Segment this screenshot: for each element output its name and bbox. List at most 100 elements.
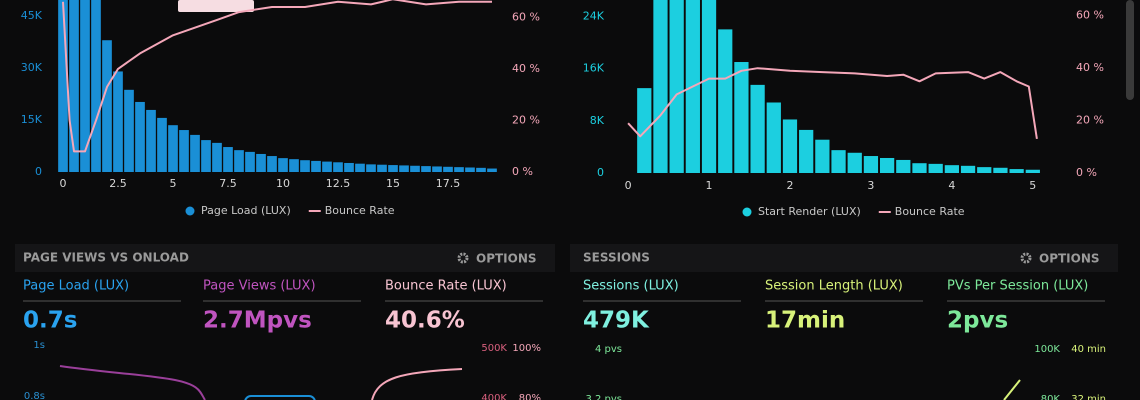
axis-label: 40 min [1071, 344, 1106, 355]
line [627, 67, 1038, 140]
metric-label: PVs Per Session (LUX) [947, 279, 1088, 294]
bar [234, 150, 244, 172]
bar [344, 162, 354, 172]
y-tick-label: 15K [21, 113, 43, 126]
bar [124, 89, 134, 172]
bar [256, 153, 266, 172]
bar [815, 139, 830, 173]
tooltip [178, 0, 254, 12]
options-button[interactable]: OPTIONS [1039, 252, 1100, 266]
bar [58, 0, 68, 172]
bar [863, 156, 879, 173]
axis-label: 100K [1034, 344, 1060, 355]
y2-tick-label: 0 % [512, 165, 533, 178]
partial-line [371, 368, 463, 400]
panel-title: SESSIONS [583, 251, 650, 265]
bar [300, 160, 310, 172]
metric-label: Session Length (LUX) [765, 279, 903, 294]
bar [465, 167, 475, 172]
axis-label: 400K [481, 393, 507, 400]
bar [223, 147, 233, 172]
bar [366, 164, 376, 172]
y-tick-label: 30K [21, 61, 43, 74]
bar [212, 142, 222, 172]
scrollbar [1126, 0, 1134, 100]
bar [701, 0, 717, 174]
legend-label: Bounce Rate [895, 205, 965, 218]
x-tick-label: 5 [1029, 179, 1036, 192]
bar [399, 165, 409, 172]
bar [799, 129, 814, 173]
legend-label: Bounce Rate [325, 204, 395, 217]
bar [928, 163, 943, 173]
metric-label: Bounce Rate (LUX) [385, 279, 507, 294]
metric-value: 17min [765, 308, 845, 334]
bar [278, 158, 288, 172]
panel-header [570, 244, 1118, 272]
x-tick-label: 0 [625, 179, 632, 192]
bar [102, 40, 112, 173]
axis-label: 80K [1041, 394, 1061, 400]
x-tick-label: 2.5 [109, 177, 127, 190]
axis-label: 3.2 pvs [585, 394, 622, 400]
bar [879, 157, 895, 173]
bar [333, 162, 343, 172]
x-tick-label: 10 [276, 177, 290, 190]
bar [311, 160, 321, 172]
bar [421, 166, 431, 172]
plot-area [58, 0, 497, 173]
x-tick-label: 4 [948, 179, 955, 192]
y-tick-label: 0 [35, 165, 42, 178]
metric-label: Page Load (LUX) [23, 279, 129, 294]
axis-label: 0.8s [24, 391, 45, 400]
metric-value: 40.6% [385, 308, 465, 334]
axis-label: 500K [481, 343, 507, 354]
bar [944, 165, 959, 173]
x-tick-label: 1 [706, 179, 713, 192]
legend-swatch [185, 206, 195, 216]
x-tick-label: 0 [60, 177, 67, 190]
x-tick-label: 5 [170, 177, 177, 190]
line [62, 0, 492, 153]
bar [1025, 169, 1040, 173]
bar [432, 166, 442, 172]
axis-label: 80% [519, 393, 541, 400]
axis-label: 4 pvs [595, 344, 622, 355]
bar [322, 161, 332, 172]
y-tick-label: 16K [583, 62, 605, 75]
metric-value: 479K [583, 308, 650, 334]
bar [669, 0, 684, 174]
bar [179, 130, 189, 172]
bar [388, 165, 398, 172]
gear-icon [1020, 252, 1032, 264]
y-tick-label: 0 [597, 166, 604, 179]
bar [146, 109, 156, 172]
axis-label: 1s [33, 340, 45, 351]
metric-label: Page Views (LUX) [203, 279, 316, 294]
partial-line [59, 365, 206, 400]
y-tick-label: 24K [583, 9, 605, 22]
y-tick-label: 45K [21, 9, 43, 22]
legend-swatch [742, 207, 752, 217]
y2-tick-label: 40 % [512, 62, 540, 75]
plot-area [627, 0, 1040, 174]
legend-label: Page Load (LUX) [201, 204, 291, 217]
x-tick-label: 15 [386, 177, 400, 190]
options-button[interactable]: OPTIONS [476, 252, 537, 266]
bar [69, 0, 79, 172]
bar [831, 150, 846, 173]
bar [113, 71, 123, 172]
bar [750, 84, 765, 173]
axis-label: 32 min [1071, 394, 1106, 400]
metric-value: 0.7s [23, 308, 77, 334]
x-tick-label: 2 [786, 179, 793, 192]
bar [355, 163, 365, 172]
bar [289, 159, 299, 172]
x-tick-label: 17.5 [436, 177, 461, 190]
x-tick-label: 7.5 [219, 177, 237, 190]
metric-value: 2pvs [947, 308, 1008, 334]
panel-title: PAGE VIEWS VS ONLOAD [23, 251, 189, 265]
bar [80, 0, 90, 172]
